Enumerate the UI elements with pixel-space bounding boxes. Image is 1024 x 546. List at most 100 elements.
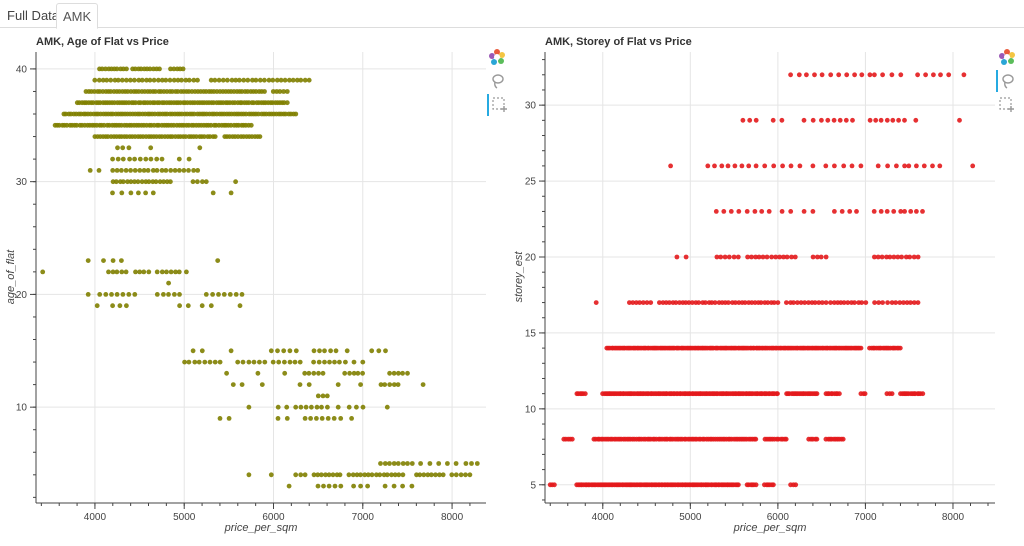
scatter-point [898, 209, 904, 214]
y-tick-label: 20 [525, 253, 537, 264]
y-axis-label: storey_est [513, 251, 525, 303]
scatter-point [293, 348, 299, 354]
scatter-point [136, 77, 142, 83]
scatter-point [582, 391, 588, 397]
scatter-point [127, 77, 133, 83]
scatter-point [126, 145, 132, 151]
scatter-point [303, 404, 309, 410]
scatter-point [640, 300, 646, 305]
y-tick-label: 10 [525, 404, 537, 415]
scatter-point [147, 66, 153, 72]
scatter-point [429, 472, 434, 478]
scatter-point [185, 303, 191, 309]
scatter-point [810, 254, 816, 260]
scatter-point [171, 66, 177, 72]
scatter-point [171, 77, 177, 83]
x-axis-label: price_per_sqm [733, 522, 807, 534]
scatter-point [177, 168, 182, 173]
scatter-point [319, 416, 325, 421]
scatter-point [157, 66, 162, 72]
scatter-point [251, 359, 257, 365]
scatter-point [319, 404, 324, 410]
scatter-point [854, 209, 859, 214]
y-tick-label: 25 [525, 177, 537, 188]
scatter-point [819, 117, 824, 123]
box-select-icon[interactable] [998, 96, 1018, 116]
scatter-point [287, 77, 292, 83]
scatter-point [879, 254, 885, 260]
scatter-point [284, 100, 290, 106]
lasso-select-icon[interactable] [998, 72, 1018, 92]
scatter-point [146, 179, 152, 185]
scatter-point [837, 117, 843, 123]
scatter-point [192, 359, 198, 365]
scatter-point [147, 77, 153, 83]
box-select-icon[interactable] [491, 96, 511, 116]
x-tick-label: 6000 [767, 512, 790, 523]
storey-vs-price-chart: AMK, Storey of Flat vs Price 4000 5000 600… [513, 36, 995, 534]
scatter-point [915, 72, 920, 78]
scatter-point [266, 77, 272, 83]
scatter-point [220, 77, 226, 83]
lasso-select-icon[interactable] [488, 72, 508, 92]
scatter-point [872, 254, 877, 260]
scatter-point [104, 77, 110, 83]
scatter-point [120, 156, 126, 162]
scatter-point [819, 72, 825, 78]
scatter-point [161, 179, 167, 185]
scatter-point [241, 77, 247, 83]
scatter-point [814, 436, 820, 442]
scatter-point [897, 300, 903, 305]
scatter-point [904, 300, 910, 305]
scatter-point [120, 179, 126, 185]
scatter-point [425, 472, 431, 478]
x-tick-label: 6000 [262, 512, 285, 523]
scatter-point [760, 254, 766, 260]
bokeh-logo-icon[interactable] [488, 48, 508, 68]
scatter-point [270, 89, 276, 94]
scatter-point [400, 472, 406, 478]
scatter-point [378, 382, 384, 387]
tab-bar: Full Data AMK [0, 0, 1024, 29]
scatter-point [128, 168, 134, 173]
scatter-point [132, 66, 138, 72]
tab-full-data[interactable]: Full Data [7, 8, 60, 23]
tab-amk[interactable]: AMK [56, 3, 99, 29]
axes [544, 52, 995, 504]
scatter-point [126, 292, 132, 297]
scatter-point [899, 254, 904, 260]
scatter-point [812, 300, 818, 305]
scatter-point [405, 461, 410, 466]
scatter-point [168, 179, 173, 185]
scatter-point [351, 370, 357, 376]
scatter-point [268, 348, 274, 354]
scatter-point [106, 269, 111, 275]
scatter-point [176, 269, 182, 275]
scatter-point [298, 472, 304, 478]
scatter-point [132, 168, 138, 173]
scatter-point [355, 370, 361, 376]
scatter-point [166, 280, 172, 286]
scatter-point [175, 77, 181, 83]
scatter-point [240, 359, 246, 365]
scatter-point [789, 254, 794, 260]
scatter-point [742, 300, 748, 305]
scatter-point [362, 472, 368, 478]
scatter-point [906, 163, 912, 169]
bokeh-logo-icon[interactable] [998, 48, 1018, 68]
scatter-point [196, 359, 202, 365]
scatter-point [180, 66, 186, 72]
scatter-point [114, 269, 120, 275]
scatter-point [756, 254, 762, 260]
scatter-point [377, 472, 383, 478]
scatter-point [382, 461, 388, 466]
scatter-point [315, 393, 321, 399]
scatter-point [744, 209, 750, 214]
scatter-point [128, 190, 134, 196]
scatter-point [418, 461, 423, 466]
scatter-point [739, 163, 745, 169]
scatter-point [875, 163, 881, 169]
scatter-point [721, 209, 727, 214]
scatter-point [275, 404, 281, 410]
scatter-point [262, 359, 268, 365]
